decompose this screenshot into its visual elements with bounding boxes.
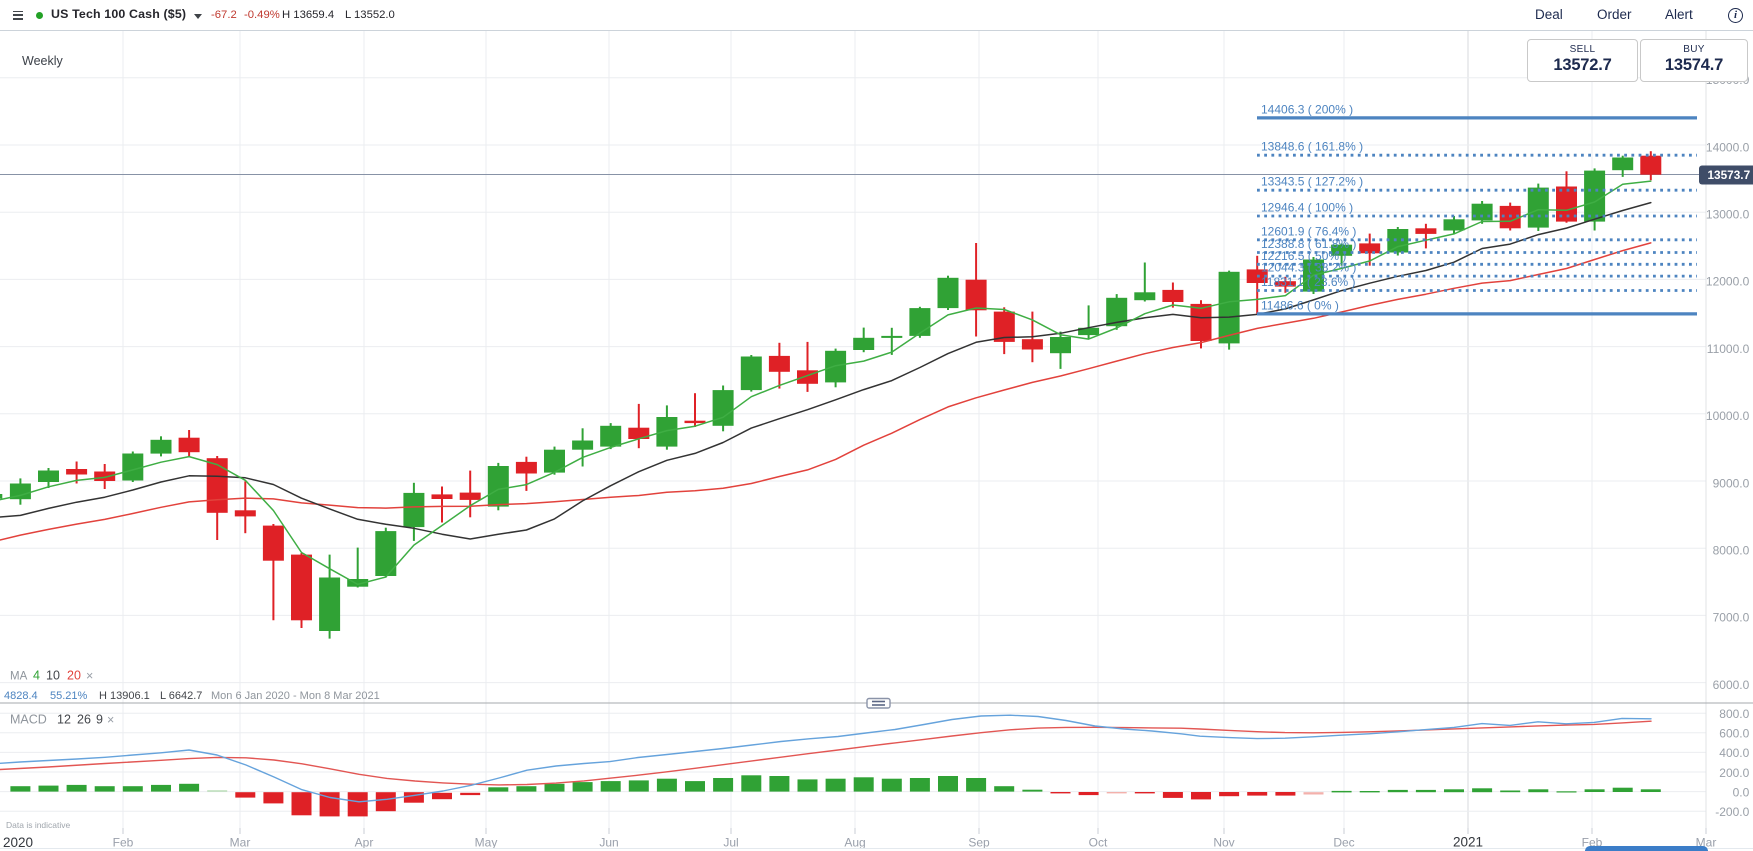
svg-text:20: 20 (67, 669, 81, 683)
svg-text:4: 4 (33, 669, 40, 683)
svg-text:Sep: Sep (968, 836, 990, 850)
svg-text:2020: 2020 (3, 835, 33, 850)
svg-text:×: × (107, 713, 114, 727)
svg-text:×: × (86, 669, 93, 683)
svg-text:12946.4 ( 100% ): 12946.4 ( 100% ) (1261, 201, 1353, 215)
svg-text:Dec: Dec (1333, 836, 1354, 850)
svg-text:200.0: 200.0 (1719, 766, 1749, 780)
svg-text:12: 12 (57, 713, 71, 727)
svg-text:12601.9 ( 76.4% ): 12601.9 ( 76.4% ) (1261, 224, 1356, 238)
svg-text:26: 26 (77, 713, 91, 727)
svg-text:13343.5 ( 127.2% ): 13343.5 ( 127.2% ) (1261, 175, 1363, 189)
svg-text:400.0: 400.0 (1719, 746, 1749, 760)
svg-text:May: May (475, 836, 498, 850)
svg-text:MACD: MACD (10, 713, 47, 727)
svg-text:H 13906.1: H 13906.1 (99, 690, 150, 702)
svg-text:9000.0: 9000.0 (1713, 476, 1750, 490)
svg-text:Feb: Feb (113, 836, 134, 850)
svg-text:12216.5 ( 50% ): 12216.5 ( 50% ) (1261, 249, 1346, 263)
svg-text:Data is indicative: Data is indicative (6, 820, 71, 830)
svg-text:55.21%: 55.21% (50, 690, 88, 702)
svg-text:14000.0: 14000.0 (1706, 140, 1750, 154)
svg-text:Nov: Nov (1213, 836, 1234, 850)
svg-text:12044.3 ( 38.2% ): 12044.3 ( 38.2% ) (1261, 261, 1356, 275)
svg-text:4828.4: 4828.4 (4, 690, 38, 702)
svg-text:2021: 2021 (1453, 835, 1483, 850)
svg-text:10: 10 (46, 669, 60, 683)
svg-text:Jul: Jul (723, 836, 738, 850)
svg-text:13000.0: 13000.0 (1706, 208, 1750, 222)
svg-text:Oct: Oct (1089, 836, 1108, 850)
svg-text:8000.0: 8000.0 (1713, 544, 1750, 558)
svg-text:13848.6 ( 161.8% ): 13848.6 ( 161.8% ) (1261, 140, 1363, 154)
svg-text:MA: MA (10, 671, 28, 683)
svg-text:11831.1 ( 23.6% ): 11831.1 ( 23.6% ) (1261, 275, 1356, 289)
svg-text:Mar: Mar (230, 836, 251, 850)
svg-text:12000.0: 12000.0 (1706, 275, 1750, 289)
svg-text:6000.0: 6000.0 (1713, 678, 1750, 692)
svg-text:600.0: 600.0 (1719, 727, 1749, 741)
svg-text:11000.0: 11000.0 (1707, 342, 1750, 356)
svg-text:Aug: Aug (844, 836, 865, 850)
svg-text:14406.3 ( 200% ): 14406.3 ( 200% ) (1261, 102, 1353, 116)
svg-text:Jun: Jun (599, 836, 618, 850)
svg-text:0.0: 0.0 (1733, 785, 1750, 799)
svg-text:11486.6 ( 0% ): 11486.6 ( 0% ) (1261, 298, 1339, 312)
svg-text:12388.8 ( 61.8% ): 12388.8 ( 61.8% ) (1261, 237, 1356, 251)
svg-text:800.0: 800.0 (1719, 707, 1749, 721)
svg-text:10000.0: 10000.0 (1706, 409, 1750, 423)
svg-text:L 6642.7: L 6642.7 (160, 690, 202, 702)
svg-text:Apr: Apr (355, 836, 374, 850)
svg-text:13573.7: 13573.7 (1708, 168, 1751, 182)
svg-text:-200.0: -200.0 (1715, 805, 1749, 819)
svg-text:Mon 6 Jan 2020 - Mon 8 Mar 202: Mon 6 Jan 2020 - Mon 8 Mar 2021 (211, 690, 380, 702)
svg-text:9: 9 (96, 713, 103, 727)
svg-text:7000.0: 7000.0 (1713, 611, 1750, 625)
